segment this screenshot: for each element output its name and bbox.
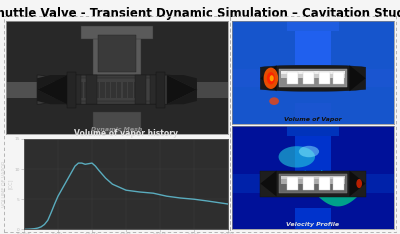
Polygon shape <box>37 75 197 104</box>
Text: Dynamic Mesh: Dynamic Mesh <box>91 127 143 132</box>
Bar <box>281 71 346 78</box>
Bar <box>89 81 94 98</box>
Bar <box>232 174 263 193</box>
Bar <box>135 75 146 104</box>
Bar <box>6 81 37 98</box>
Bar <box>106 81 110 98</box>
Bar <box>333 72 344 84</box>
Polygon shape <box>167 75 197 90</box>
Polygon shape <box>260 65 366 91</box>
Bar <box>281 71 346 74</box>
Bar <box>295 21 331 65</box>
Bar <box>86 75 97 104</box>
Bar <box>281 176 346 179</box>
Ellipse shape <box>264 68 278 89</box>
Bar <box>232 69 263 88</box>
Bar <box>128 81 132 98</box>
Bar <box>287 72 298 84</box>
Ellipse shape <box>356 179 362 188</box>
Bar <box>78 81 82 98</box>
Bar <box>279 174 347 193</box>
Polygon shape <box>350 171 366 197</box>
Bar <box>112 81 116 98</box>
Bar <box>156 72 165 107</box>
Ellipse shape <box>278 146 315 168</box>
Bar <box>139 81 144 98</box>
Bar <box>295 208 331 229</box>
Polygon shape <box>305 170 354 197</box>
Bar <box>150 75 162 104</box>
Bar <box>67 72 76 107</box>
Bar <box>320 177 330 190</box>
Bar <box>98 35 136 72</box>
Bar <box>287 177 298 190</box>
Bar <box>333 177 344 190</box>
Bar <box>197 81 228 98</box>
Polygon shape <box>37 90 67 104</box>
Bar <box>295 103 331 124</box>
Ellipse shape <box>267 72 275 84</box>
Polygon shape <box>37 75 67 104</box>
Bar <box>363 174 394 193</box>
Text: Volume of Vapor: Volume of Vapor <box>284 117 342 122</box>
Bar <box>84 81 88 98</box>
Bar <box>287 126 339 136</box>
Bar <box>363 69 394 88</box>
Ellipse shape <box>299 146 319 157</box>
Polygon shape <box>350 65 366 91</box>
Bar <box>303 72 314 84</box>
Bar <box>281 176 346 183</box>
Bar <box>92 112 142 134</box>
Polygon shape <box>167 90 197 104</box>
Bar <box>303 177 314 190</box>
Ellipse shape <box>270 75 274 81</box>
Bar <box>95 81 99 98</box>
Polygon shape <box>37 75 67 90</box>
Bar <box>70 75 82 104</box>
Title: Volume of vapor history: Volume of vapor history <box>74 129 178 138</box>
Bar <box>287 21 339 31</box>
Bar <box>134 81 138 98</box>
Bar <box>100 81 105 98</box>
Ellipse shape <box>269 97 279 105</box>
Polygon shape <box>298 172 362 206</box>
Bar <box>73 78 162 101</box>
Bar <box>92 30 142 75</box>
Polygon shape <box>260 171 366 197</box>
Bar <box>117 81 122 98</box>
Bar <box>295 126 331 171</box>
Bar <box>279 69 347 88</box>
Polygon shape <box>167 75 197 104</box>
Text: Velocity Profile: Velocity Profile <box>286 222 340 227</box>
Text: Shuttle Valve - Transient Dynamic Simulation – Cavitation Study: Shuttle Valve - Transient Dynamic Simula… <box>0 7 400 20</box>
Bar <box>320 72 330 84</box>
Y-axis label: VOLUME OF VAPOR
[CC]: VOLUME OF VAPOR [CC] <box>2 161 13 207</box>
Polygon shape <box>260 65 276 91</box>
Polygon shape <box>260 171 276 197</box>
Bar <box>122 81 127 98</box>
Bar <box>82 26 152 39</box>
